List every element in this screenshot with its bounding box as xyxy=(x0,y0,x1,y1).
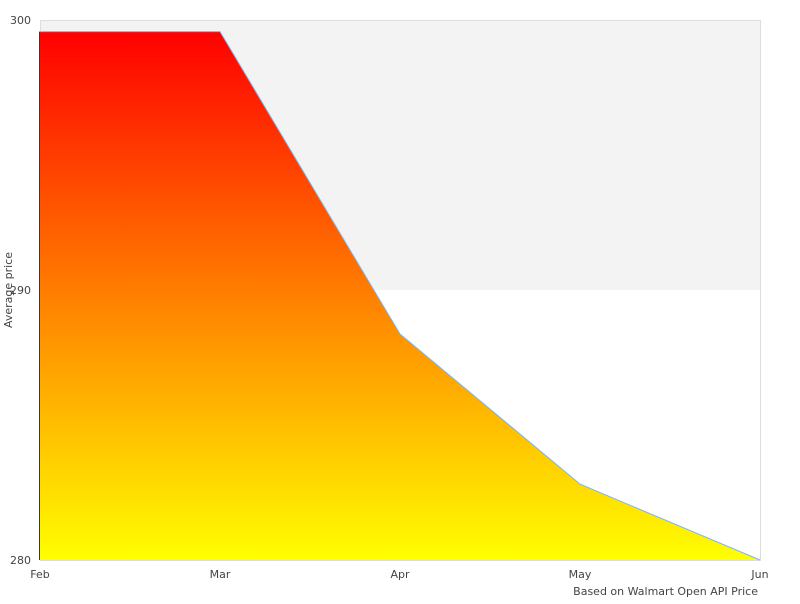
x-tick-label: Mar xyxy=(210,568,231,581)
x-tick-label: Apr xyxy=(390,568,410,581)
credit-text: Based on Walmart Open API Price xyxy=(573,585,758,598)
x-tick-label: Jun xyxy=(750,568,768,581)
y-axis-label: Average price xyxy=(2,252,15,328)
series-line xyxy=(40,31,761,561)
data-point[interactable] xyxy=(397,331,403,337)
data-point[interactable] xyxy=(217,29,223,35)
area-fill xyxy=(40,31,760,561)
y-tick-label: 290 xyxy=(10,284,31,297)
x-tick-label: Feb xyxy=(30,568,49,581)
y-tick-label: 280 xyxy=(10,554,31,567)
x-tick-label: May xyxy=(569,568,592,581)
data-point[interactable] xyxy=(37,29,43,35)
data-point[interactable] xyxy=(577,481,583,487)
data-point[interactable] xyxy=(757,557,763,563)
y-tick-label: 300 xyxy=(10,14,31,27)
